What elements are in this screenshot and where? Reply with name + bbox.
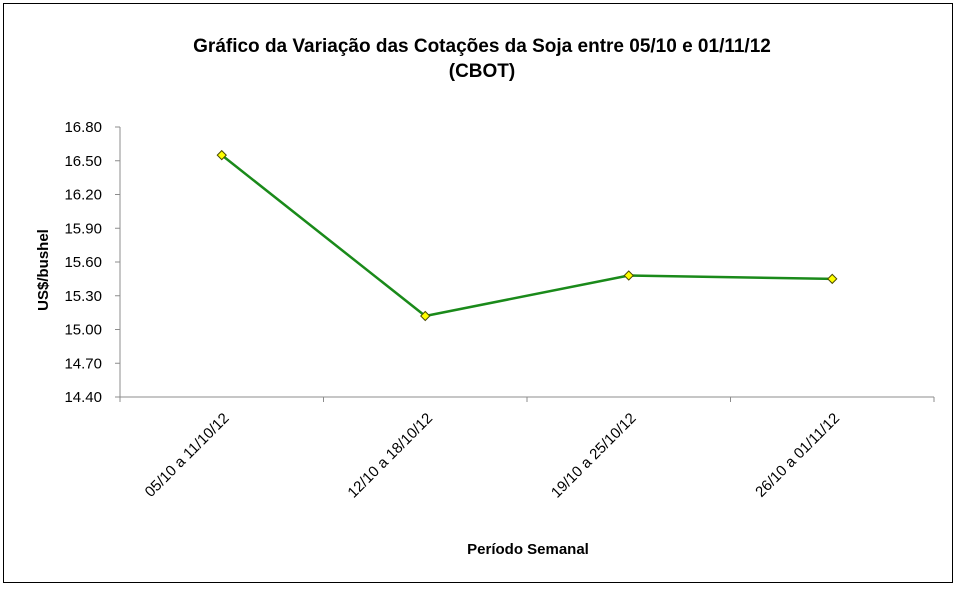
y-tick-label: 14.40 xyxy=(64,389,102,406)
x-tick-label: 19/10 a 25/10/12 xyxy=(548,410,640,502)
x-tick-label: 26/10 a 01/11/12 xyxy=(752,410,843,501)
axes xyxy=(119,127,934,398)
chart-title: Gráfico da Variação das Cotações da Soja… xyxy=(193,36,771,57)
y-tick-label: 15.90 xyxy=(64,220,102,237)
y-tick-label: 14.70 xyxy=(64,355,102,372)
y-tick-label: 15.00 xyxy=(64,322,102,339)
y-tick-label: 16.50 xyxy=(64,153,102,170)
y-tick-label: 15.30 xyxy=(64,288,102,305)
series-line xyxy=(220,154,833,318)
y-tick-label: 15.60 xyxy=(64,254,102,271)
chart-frame xyxy=(3,3,953,583)
x-tick-label: 12/10 a 18/10/12 xyxy=(344,410,436,502)
chart-subtitle: (CBOT) xyxy=(449,61,515,82)
x-axis-title: Período Semanal xyxy=(467,541,589,558)
series-polyline xyxy=(220,154,833,318)
series-points xyxy=(216,149,838,322)
y-axis-ticks: 14.40 14.70 15.00 15.30 15.60 15.90 16.20 16.50… xyxy=(64,119,120,406)
data-point-marker xyxy=(827,273,838,285)
y-tick-label: 16.80 xyxy=(64,119,102,136)
x-tick-label: 05/10 a 11/10/12 xyxy=(142,410,233,501)
data-point-marker xyxy=(216,149,227,161)
x-axis-ticks: 05/10 a 11/10/12 12/10 a 18/10/12 19/10 a … xyxy=(119,397,935,502)
y-tick-label: 16.20 xyxy=(64,187,102,204)
data-point-marker xyxy=(420,310,431,322)
data-point-marker xyxy=(623,270,634,281)
y-axis-title: US$/bushel xyxy=(35,229,52,311)
